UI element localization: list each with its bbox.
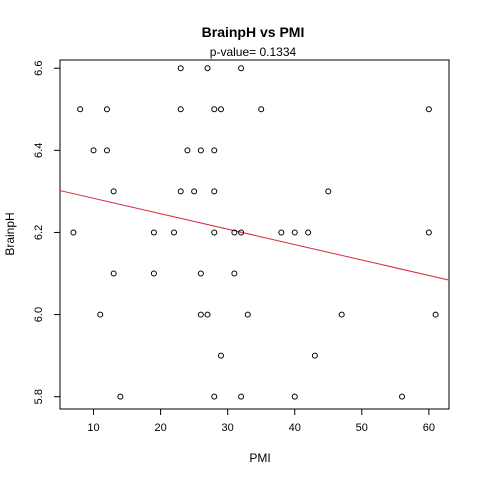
x-tick-label: 30 xyxy=(222,422,234,434)
data-point xyxy=(178,66,183,71)
x-tick-label: 60 xyxy=(423,422,435,434)
data-point xyxy=(198,271,203,276)
data-point xyxy=(212,148,217,153)
data-point xyxy=(426,230,431,235)
data-point xyxy=(192,189,197,194)
data-point xyxy=(205,312,210,317)
x-axis-label: PMI xyxy=(249,451,270,465)
x-tick-label: 10 xyxy=(87,422,99,434)
x-tick-label: 50 xyxy=(356,422,368,434)
data-point xyxy=(172,230,177,235)
data-point xyxy=(279,230,284,235)
data-point xyxy=(212,394,217,399)
y-axis: 5.8 6.0 6.2 6.4 6.6 xyxy=(33,61,60,405)
data-point xyxy=(239,394,244,399)
data-point xyxy=(292,230,297,235)
x-axis: 10 20 30 40 50 60 xyxy=(87,409,435,434)
data-point xyxy=(306,230,311,235)
chart-subtitle: p-value= 0.1334 xyxy=(210,45,297,59)
y-axis-label: BrainpH xyxy=(3,212,17,255)
data-point xyxy=(339,312,344,317)
data-point xyxy=(232,271,237,276)
data-point xyxy=(212,230,217,235)
data-point xyxy=(111,271,116,276)
data-point xyxy=(212,107,217,112)
data-point xyxy=(218,107,223,112)
data-point xyxy=(185,148,190,153)
data-point xyxy=(118,394,123,399)
data-point xyxy=(111,189,116,194)
data-point xyxy=(292,394,297,399)
data-point xyxy=(71,230,76,235)
plot-frame xyxy=(60,60,449,409)
y-tick-label: 6.2 xyxy=(33,225,45,240)
y-tick-label: 6.0 xyxy=(33,307,45,322)
data-point xyxy=(426,107,431,112)
data-point xyxy=(104,148,109,153)
data-point xyxy=(78,107,83,112)
data-point xyxy=(239,66,244,71)
data-point xyxy=(151,230,156,235)
data-point xyxy=(178,189,183,194)
data-point xyxy=(245,312,250,317)
data-point xyxy=(205,66,210,71)
data-point xyxy=(326,189,331,194)
data-point xyxy=(104,107,109,112)
data-point xyxy=(400,394,405,399)
data-point xyxy=(212,189,217,194)
y-tick-label: 6.6 xyxy=(33,61,45,76)
chart-title: BrainpH vs PMI xyxy=(202,24,305,40)
data-point xyxy=(312,353,317,358)
data-point xyxy=(178,107,183,112)
regression-line xyxy=(60,191,449,281)
data-point xyxy=(218,353,223,358)
y-tick-label: 6.4 xyxy=(33,143,45,158)
data-point xyxy=(91,148,96,153)
x-tick-label: 20 xyxy=(154,422,166,434)
data-point xyxy=(433,312,438,317)
data-point xyxy=(98,312,103,317)
data-points xyxy=(71,66,438,399)
data-point xyxy=(198,148,203,153)
data-point xyxy=(198,312,203,317)
y-tick-label: 5.8 xyxy=(33,389,45,404)
data-point xyxy=(259,107,264,112)
x-tick-label: 40 xyxy=(289,422,301,434)
data-point xyxy=(151,271,156,276)
